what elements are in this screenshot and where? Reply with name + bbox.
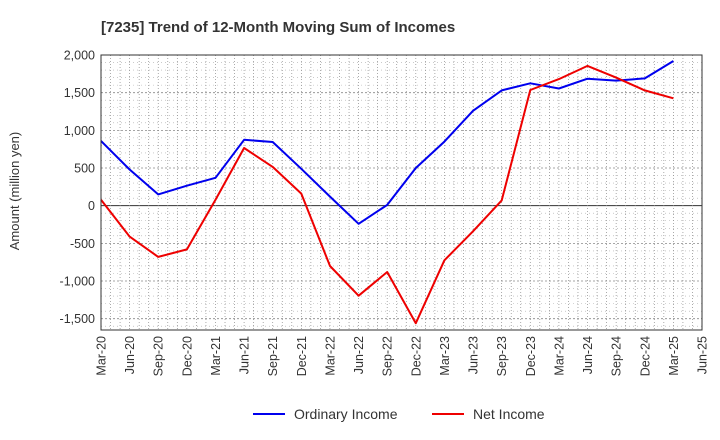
x-tick-label: Mar-24: [552, 336, 566, 376]
x-tick-label: Mar-23: [438, 336, 452, 376]
x-tick-label: Sep-24: [610, 336, 624, 376]
x-tick-label: Mar-20: [95, 336, 109, 376]
x-tick-label: Dec-24: [638, 336, 652, 376]
x-tick-label: Jun-23: [467, 336, 481, 374]
x-tick-label: Dec-21: [295, 336, 309, 376]
y-tick-label: 1,000: [64, 124, 95, 138]
x-tick-label: Sep-22: [381, 336, 395, 376]
series-line-ordinary-income: [100, 60, 674, 225]
gridlines: [101, 54, 702, 330]
x-tick-label: Jun-20: [123, 336, 137, 374]
x-tick-label: Jun-22: [352, 336, 366, 374]
y-axis-ticks: -1,500 -1,000 -500 0 500 1,000 1,500 2,000: [60, 49, 96, 327]
plot-frame: [100, 54, 703, 331]
legend-item-ordinary-income: Ordinary Income: [253, 406, 398, 422]
y-axis-label: Amount (million yen): [7, 132, 22, 251]
x-tick-label: Sep-20: [152, 336, 166, 376]
y-tick-label: -500: [70, 237, 95, 251]
x-tick-label: Mar-25: [667, 336, 681, 376]
x-tick-label: Jun-25: [696, 336, 710, 374]
x-tick-label: Jun-24: [581, 336, 595, 374]
y-tick-label: -1,000: [60, 275, 95, 289]
y-tick-label: -1,500: [60, 312, 95, 326]
x-tick-label: Sep-21: [266, 336, 280, 376]
x-tick-label: Dec-22: [409, 336, 423, 376]
x-tick-label: Dec-23: [524, 336, 538, 376]
series-line-net-income: [100, 64, 674, 325]
chart-title: [7235] Trend of 12-Month Moving Sum of I…: [101, 19, 455, 36]
legend-label: Net Income: [473, 406, 545, 422]
x-tick-label: Mar-22: [323, 336, 337, 376]
x-tick-label: Jun-21: [238, 336, 252, 374]
legend-item-net-income: Net Income: [432, 406, 545, 422]
series-lines: [100, 60, 674, 325]
y-tick-label: 500: [74, 162, 95, 176]
y-tick-label: 2,000: [64, 49, 95, 63]
legend: Ordinary Income Net Income: [253, 406, 545, 422]
y-tick-label: 0: [88, 199, 95, 213]
legend-label: Ordinary Income: [294, 406, 398, 422]
x-tick-label: Sep-23: [495, 336, 509, 376]
x-tick-label: Mar-21: [209, 336, 223, 376]
y-tick-label: 1,500: [64, 86, 95, 100]
x-tick-label: Dec-20: [180, 336, 194, 376]
x-axis-ticks: Mar-20 Jun-20 Sep-20 Dec-20 Mar-21 Jun-21 Sep-…: [95, 336, 710, 376]
